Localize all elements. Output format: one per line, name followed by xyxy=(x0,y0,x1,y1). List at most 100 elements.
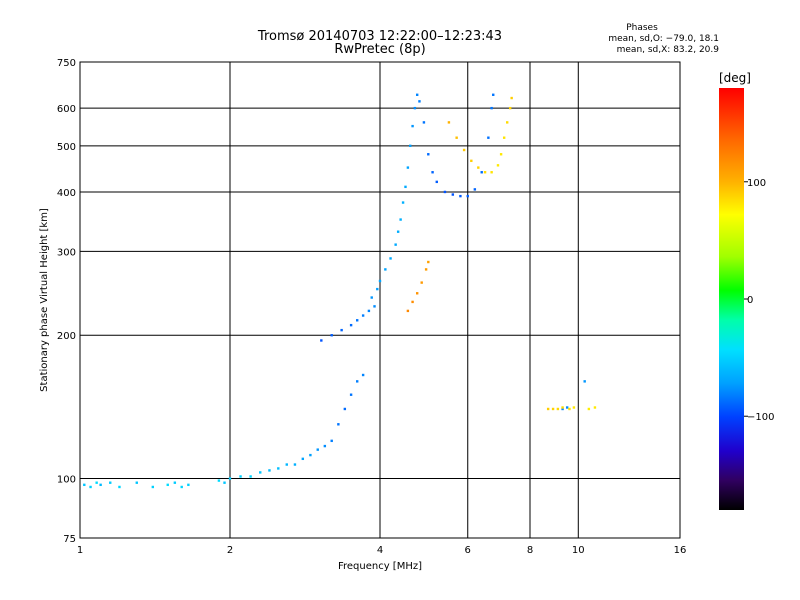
data-point-o xyxy=(361,314,365,317)
data-point-x xyxy=(406,309,410,313)
data-point-o xyxy=(268,469,271,472)
y-tick-label: 750 xyxy=(57,58,76,69)
data-point-o xyxy=(239,475,242,478)
data-point-o xyxy=(565,406,569,409)
data-point-o xyxy=(487,136,490,139)
data-point-o xyxy=(396,230,400,233)
data-points xyxy=(83,93,597,489)
data-point-o xyxy=(435,180,438,184)
data-point-x xyxy=(477,166,480,169)
data-point-x xyxy=(572,406,576,409)
y-tick-label: 500 xyxy=(57,142,76,153)
data-point-o xyxy=(415,93,419,96)
data-point-o xyxy=(340,328,343,332)
data-point-x xyxy=(470,159,473,163)
data-point-o xyxy=(109,481,112,484)
data-point-o xyxy=(118,485,121,489)
data-point-x xyxy=(593,406,597,409)
data-point-o xyxy=(373,305,376,308)
x-tick-label: 1 xyxy=(77,545,83,556)
data-point-o xyxy=(459,194,462,198)
data-point-x xyxy=(568,407,571,411)
data-point-x xyxy=(447,121,451,124)
data-point-o xyxy=(349,393,353,396)
data-point-o xyxy=(404,185,407,189)
data-point-o xyxy=(83,483,86,487)
chart-subtitle: RwPretec (8p) xyxy=(334,42,425,57)
x-tick-label: 2 xyxy=(227,545,233,556)
data-point-x xyxy=(561,406,564,409)
data-point-o xyxy=(466,194,469,198)
data-point-o xyxy=(583,380,586,383)
data-point-o xyxy=(285,463,288,466)
data-point-x xyxy=(427,260,430,264)
data-point-o xyxy=(561,407,564,411)
data-point-o xyxy=(337,423,340,426)
data-point-o xyxy=(418,100,421,103)
data-point-o xyxy=(401,201,405,204)
y-axis-label: Stationary phase Virtual Height [km] xyxy=(39,208,50,392)
data-point-o xyxy=(309,453,312,457)
y-ticks: 75 100 200 300 400 500 600 750 xyxy=(57,58,76,545)
data-point-o xyxy=(343,407,347,411)
data-point-x xyxy=(483,171,487,174)
data-point-o xyxy=(451,193,455,196)
data-point-x xyxy=(508,106,512,110)
plot-area: 1 2 4 6 8 10 16 75 100 200 300 400 500 600 750 xyxy=(57,58,686,556)
stats-o-line: mean, sd,O: −79.0, 18.1 xyxy=(608,34,719,44)
x-tick-label: 10 xyxy=(572,545,585,556)
data-point-x xyxy=(496,164,500,167)
data-point-o xyxy=(376,287,379,291)
data-point-o xyxy=(355,380,359,383)
data-point-o xyxy=(320,339,323,342)
colorbar-tick-label: 0 xyxy=(747,295,753,306)
data-point-o xyxy=(422,121,426,124)
data-point-o xyxy=(277,467,280,470)
data-point-o xyxy=(399,218,402,221)
data-point-x xyxy=(505,121,509,124)
stats-x-line: mean, sd,X: 83.2, 20.9 xyxy=(617,45,720,55)
data-point-o xyxy=(480,171,483,174)
data-point-o xyxy=(394,243,397,246)
data-point-o xyxy=(473,188,477,191)
data-point-o xyxy=(217,479,221,482)
y-tick-label: 75 xyxy=(63,534,76,545)
data-point-x xyxy=(420,281,423,284)
data-point-o xyxy=(406,166,410,169)
data-point-o xyxy=(443,190,447,194)
data-point-o xyxy=(89,485,92,489)
colorbar xyxy=(719,88,744,510)
data-point-o xyxy=(427,153,430,156)
data-point-x xyxy=(415,292,419,295)
y-tick-label: 300 xyxy=(57,247,76,258)
data-point-o xyxy=(228,477,232,480)
data-point-x xyxy=(499,153,503,156)
data-point-o xyxy=(378,279,382,283)
x-axis-label: Frequency [MHz] xyxy=(338,561,422,572)
grid-lines xyxy=(80,62,680,538)
y-tick-label: 600 xyxy=(57,104,76,115)
data-point-o xyxy=(316,448,319,451)
colorbar-tick-label: −100 xyxy=(747,412,774,423)
chart-title: Tromsø 20140703 12:22:00–12:23:43 xyxy=(257,29,502,44)
y-tick-label: 200 xyxy=(57,331,76,342)
data-point-o xyxy=(95,481,98,484)
data-point-o xyxy=(370,296,373,299)
data-point-x xyxy=(411,300,414,304)
data-point-o xyxy=(384,268,387,271)
data-point-x xyxy=(510,96,513,100)
data-point-o xyxy=(330,334,333,337)
data-point-o xyxy=(173,481,177,484)
data-point-x xyxy=(462,148,466,152)
data-point-o xyxy=(490,106,493,110)
x-tick-label: 4 xyxy=(377,545,383,556)
y-tick-label: 400 xyxy=(57,188,76,199)
data-point-o xyxy=(355,319,359,322)
data-point-x xyxy=(587,407,591,411)
y-tick-label: 100 xyxy=(57,475,76,486)
data-point-x xyxy=(502,136,506,139)
data-point-x xyxy=(556,407,560,411)
x-ticks: 1 2 4 6 8 10 16 xyxy=(77,545,687,556)
data-point-o xyxy=(330,439,333,443)
